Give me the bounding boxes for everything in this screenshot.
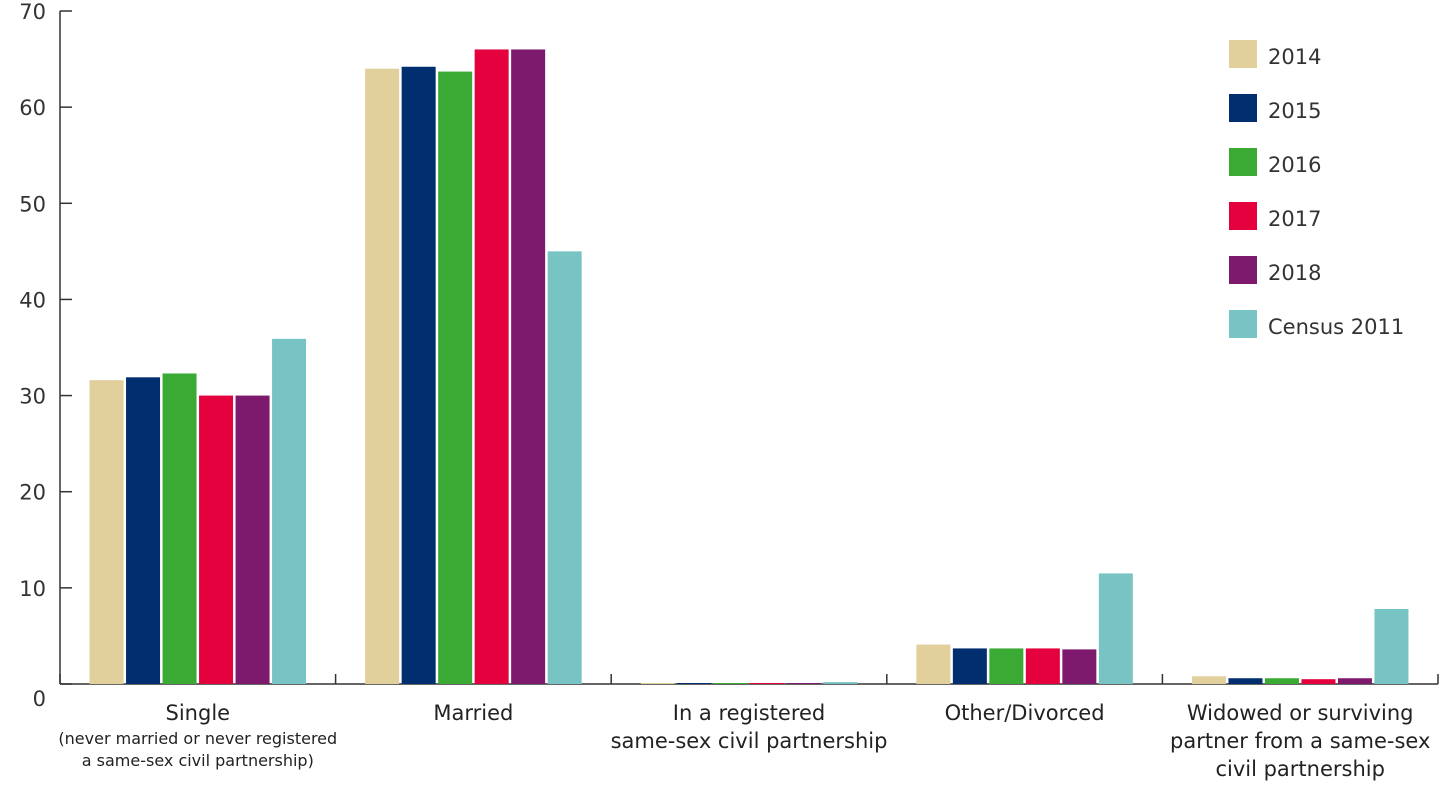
legend-swatch bbox=[1229, 148, 1257, 176]
bar bbox=[1228, 678, 1263, 684]
legend-swatch bbox=[1229, 202, 1257, 230]
bar bbox=[511, 49, 546, 684]
bar bbox=[750, 683, 785, 684]
y-tick-label: 30 bbox=[19, 385, 46, 409]
bar bbox=[235, 395, 270, 684]
x-category-sublabel: a same-sex civil partnership) bbox=[82, 751, 314, 770]
legend-label: 2014 bbox=[1268, 45, 1321, 69]
bar bbox=[474, 49, 509, 684]
bar bbox=[272, 338, 307, 684]
bar bbox=[1025, 648, 1060, 684]
legend: 2014 2015 2016 2017 2018 Census 2011 bbox=[1229, 40, 1404, 339]
bar bbox=[916, 644, 951, 684]
bar bbox=[989, 648, 1024, 684]
legend-label: 2017 bbox=[1268, 207, 1321, 231]
y-tick-label: 20 bbox=[19, 481, 46, 505]
y-tick-label: 70 bbox=[19, 0, 46, 24]
legend-label: Census 2011 bbox=[1268, 315, 1404, 339]
bar bbox=[401, 66, 436, 684]
x-category-label: Widowed or surviving bbox=[1187, 701, 1414, 725]
bars bbox=[89, 49, 1409, 684]
legend-swatch bbox=[1229, 310, 1257, 338]
bar bbox=[786, 683, 821, 684]
x-category-sublabel: (never married or never registered bbox=[58, 729, 337, 748]
x-category-label: Other/Divorced bbox=[945, 701, 1105, 725]
x-category-label: same-sex civil partnership bbox=[611, 729, 888, 753]
bar bbox=[1337, 678, 1372, 684]
legend-label: 2016 bbox=[1268, 153, 1321, 177]
bar bbox=[677, 683, 712, 684]
bar bbox=[1098, 573, 1133, 684]
legend-swatch bbox=[1229, 256, 1257, 284]
y-axis: 0 10 20 30 40 50 60 70 bbox=[19, 0, 72, 711]
bar bbox=[823, 682, 858, 684]
bar bbox=[1264, 678, 1299, 684]
bar bbox=[438, 71, 473, 684]
x-category-label: civil partnership bbox=[1215, 757, 1385, 781]
bar bbox=[547, 251, 582, 684]
bar bbox=[1191, 676, 1226, 684]
bar bbox=[199, 395, 234, 684]
bar bbox=[640, 683, 675, 684]
x-category-label: In a registered bbox=[673, 701, 826, 725]
y-tick-label: 10 bbox=[19, 577, 46, 601]
bar bbox=[89, 380, 124, 684]
bar bbox=[162, 373, 197, 684]
bar bbox=[1062, 649, 1097, 684]
x-category-label: partner from a same-sex bbox=[1170, 729, 1430, 753]
bar bbox=[365, 68, 400, 684]
y-tick-label: 40 bbox=[19, 288, 46, 312]
y-tick-label: 60 bbox=[19, 96, 46, 120]
bar bbox=[126, 377, 161, 684]
legend-swatch bbox=[1229, 94, 1257, 122]
category-labels: Single (never married or never registered… bbox=[58, 701, 1430, 781]
y-tick-label: 50 bbox=[19, 192, 46, 216]
legend-swatch bbox=[1229, 40, 1257, 68]
bar bbox=[1374, 609, 1409, 684]
bar bbox=[952, 648, 987, 684]
legend-label: 2015 bbox=[1268, 99, 1321, 123]
legend-label: 2018 bbox=[1268, 261, 1321, 285]
bar bbox=[1301, 679, 1336, 684]
bar bbox=[713, 683, 748, 684]
x-category-label: Married bbox=[433, 701, 513, 725]
x-category-label: Single bbox=[166, 701, 231, 725]
y-tick-label: 0 bbox=[33, 687, 46, 711]
